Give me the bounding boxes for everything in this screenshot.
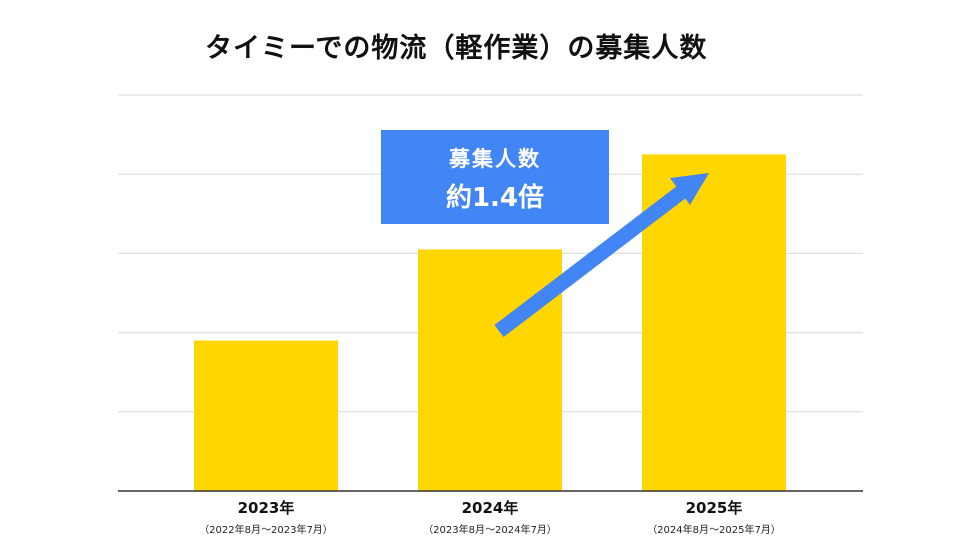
callout-label: 募集人数 <box>449 147 541 171</box>
growth-callout: 募集人数 約1.4倍 <box>381 130 609 224</box>
chart-title: タイミーでの物流（軽作業）の募集人数 <box>205 33 708 64</box>
x-tick-label: 2023年 （2022年8月～2023年7月） <box>156 497 376 536</box>
x-tick-year: 2024年 <box>461 499 519 517</box>
bar <box>194 340 338 491</box>
x-tick-range: （2023年8月～2024年7月） <box>423 525 557 536</box>
x-tick-year: 2025年 <box>685 499 743 517</box>
x-tick-year: 2023年 <box>237 499 295 517</box>
bar <box>418 249 562 491</box>
bars <box>194 154 786 491</box>
x-tick-range: （2024年8月～2025年7月） <box>647 525 781 536</box>
callout-value: 約1.4倍 <box>445 183 545 213</box>
x-tick-label: 2025年 （2024年8月～2025年7月） <box>604 497 824 536</box>
x-tick-label: 2024年 （2023年8月～2024年7月） <box>380 497 600 536</box>
x-tick-range: （2022年8月～2023年7月） <box>199 525 333 536</box>
growth-arrow-icon <box>494 173 709 337</box>
